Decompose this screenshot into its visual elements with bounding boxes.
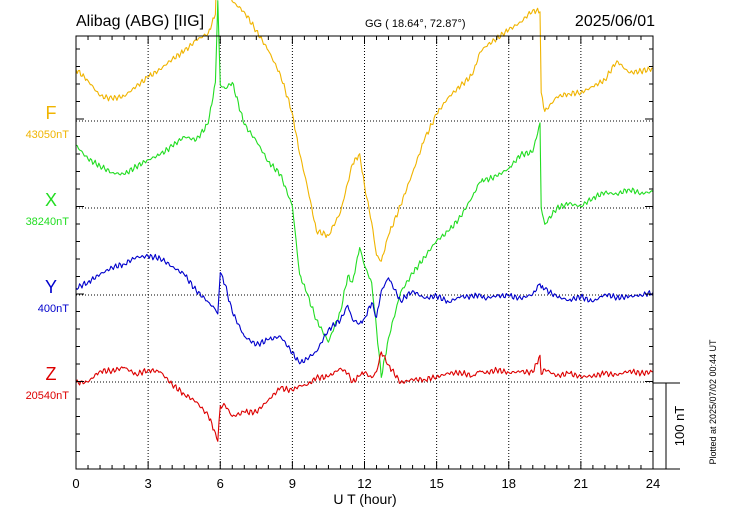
x-tick-label: 15 [429, 476, 443, 491]
coordinates-label: GG ( 18.64°, 72.87°) [365, 18, 466, 30]
station-title: Alibag (ABG) [IIG] [76, 13, 204, 30]
date-label: 2025/06/01 [575, 13, 655, 30]
series-baseline-y: 400nT [38, 303, 69, 315]
series-line-z [75, 351, 653, 442]
plotted-at-note: Plotted at 2025/07/02 00:44 UT [708, 339, 718, 465]
x-tick-label: 3 [145, 476, 152, 491]
x-tick-label: 6 [217, 476, 224, 491]
series-lines [75, 0, 654, 442]
series-line-x [75, 0, 654, 378]
x-axis-label: U T (hour) [333, 491, 396, 507]
x-tick-label: 21 [574, 476, 588, 491]
scale-bar: 100 nT [653, 382, 687, 470]
plot-frame [75, 35, 654, 470]
grid-lines [76, 36, 653, 469]
x-axis-ticks: 0 3 6 9 12 15 18 21 24 [72, 36, 660, 491]
x-tick-label: 9 [289, 476, 296, 491]
series-name-x: X [45, 190, 57, 210]
series-baseline-x: 38240nT [26, 216, 70, 228]
series-line-y [75, 253, 654, 365]
x-tick-label: 12 [357, 476, 371, 491]
x-tick-label: 24 [646, 476, 660, 491]
series-baseline-f: 43050nT [26, 129, 70, 141]
series-name-z: Z [46, 364, 57, 384]
series-labels: F 43050nT X 38240nT Y 400nT Z 20540nT [26, 103, 70, 402]
series-line-f [75, 0, 654, 262]
series-baseline-z: 20540nT [26, 390, 70, 402]
series-name-f: F [46, 103, 57, 123]
series-name-y: Y [45, 277, 57, 297]
scale-bar-label: 100 nT [672, 406, 687, 447]
x-tick-label: 18 [502, 476, 516, 491]
x-tick-label: 0 [72, 476, 79, 491]
